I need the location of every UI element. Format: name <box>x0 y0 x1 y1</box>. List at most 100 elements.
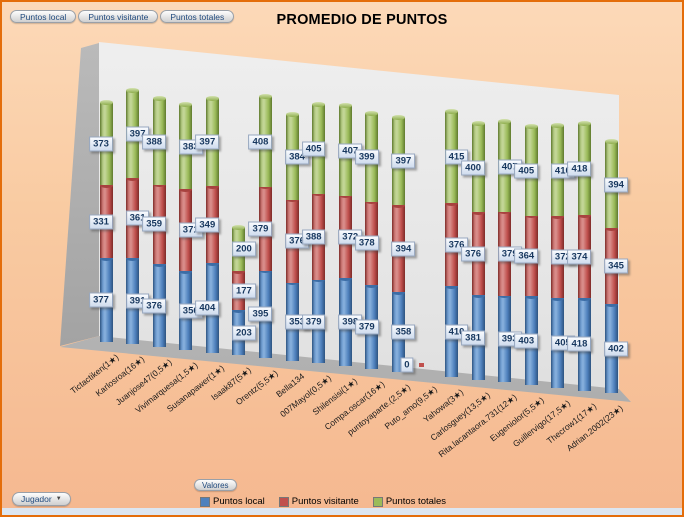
chart-title: PROMEDIO DE PUNTOS <box>276 12 448 28</box>
data-label: 388 <box>142 134 167 150</box>
cylinder-cap <box>232 224 246 230</box>
cylinder-cap <box>391 202 405 208</box>
cylinder-cap <box>471 292 485 298</box>
cylinder-cap <box>99 100 113 106</box>
axis-field-button-jugador[interactable]: Jugador ▼ <box>12 492 71 506</box>
legend-label: Puntos visitante <box>291 496 359 507</box>
cylinder-cap <box>471 121 485 127</box>
data-label: 418 <box>567 161 592 177</box>
data-label: 376 <box>461 246 486 262</box>
cylinder-cap <box>312 277 326 283</box>
data-label: 408 <box>248 134 273 150</box>
cylinder-cap <box>258 94 272 100</box>
cylinder-cap <box>99 255 113 261</box>
cylinder-cap <box>312 101 326 107</box>
cylinder-cap <box>126 175 140 181</box>
data-label: 200 <box>231 241 256 257</box>
data-label: 331 <box>89 214 113 230</box>
cylinder-cap <box>365 110 379 116</box>
cylinder-cap <box>232 307 246 313</box>
cylinder-cap <box>205 260 219 266</box>
data-label: 381 <box>461 330 486 346</box>
data-label: 345 <box>604 258 628 274</box>
data-label: 403 <box>514 333 539 349</box>
cylinder-cap <box>285 112 299 118</box>
cylinder-cap <box>338 193 352 199</box>
data-label: 177 <box>231 283 256 299</box>
cylinder-cap <box>365 199 379 205</box>
cylinder-cap <box>152 261 166 267</box>
data-label: 388 <box>301 229 326 245</box>
cylinder-cap <box>445 109 459 115</box>
cylinder-cap <box>205 95 219 101</box>
data-label: 404 <box>195 300 220 316</box>
cylinder-cap <box>498 293 512 299</box>
data-label: 379 <box>301 314 326 330</box>
axis-field-button-label: Jugador <box>21 494 52 504</box>
cylinder-cap <box>577 120 591 126</box>
filter-button-puntos-visitante[interactable]: Puntos visitante <box>78 10 159 23</box>
data-label: 359 <box>142 216 167 232</box>
cylinder-cap <box>577 212 591 218</box>
data-label: 374 <box>567 249 592 265</box>
cylinder-cap <box>498 119 512 125</box>
chart-legend: Puntos local Puntos visitante Puntos tot… <box>200 496 446 507</box>
legend-label: Puntos totales <box>385 496 447 507</box>
cylinder-cap <box>285 280 299 286</box>
data-label: 377 <box>89 292 113 308</box>
cylinder-cap <box>445 200 459 206</box>
cylinder-cap <box>445 283 459 289</box>
cylinder-cap <box>604 138 618 144</box>
cylinder-cap <box>205 183 219 189</box>
data-label: 399 <box>354 149 379 165</box>
data-label: 376 <box>142 298 167 314</box>
legend-item-puntos-local: Puntos local <box>200 496 265 507</box>
cylinder-cap <box>471 209 485 215</box>
cylinder-cap <box>551 213 565 219</box>
cylinder-cap <box>126 87 140 93</box>
legend-swatch-green <box>372 496 383 507</box>
cylinder-cap <box>126 255 140 261</box>
cylinder-cap <box>285 197 299 203</box>
cylinder-cap <box>258 268 272 274</box>
data-label: 379 <box>354 319 379 335</box>
filter-button-puntos-local[interactable]: Puntos local <box>10 10 77 23</box>
cylinder-cap <box>312 191 326 197</box>
cylinder-cap <box>391 289 405 295</box>
data-label: 358 <box>391 324 416 340</box>
cylinder-cap <box>604 301 618 307</box>
cylinder-cap <box>179 186 193 192</box>
data-label: 378 <box>354 235 379 251</box>
cylinder-cap <box>179 268 193 274</box>
zero-data-marker <box>418 363 424 368</box>
data-label: 373 <box>89 136 113 152</box>
cylinder-cap <box>338 275 352 281</box>
filter-button-puntos-totales[interactable]: Puntos totales <box>160 10 235 23</box>
values-field-button[interactable]: Valores <box>194 479 237 491</box>
cylinder-cap <box>232 268 246 274</box>
cylinder-cap <box>524 123 538 129</box>
cylinder-cap <box>99 182 113 188</box>
data-label: 405 <box>301 141 326 157</box>
legend-swatch-red <box>278 496 289 507</box>
data-label: 400 <box>461 160 486 176</box>
chevron-down-icon: ▼ <box>55 496 62 502</box>
data-label: 397 <box>195 134 220 150</box>
bottom-status-strip <box>2 508 682 515</box>
cylinder-cap <box>604 225 618 231</box>
data-label: 349 <box>195 217 220 233</box>
cylinder-cap <box>524 293 538 299</box>
data-label: 394 <box>604 177 628 193</box>
data-label: 379 <box>248 221 273 237</box>
legend-item-puntos-visitante: Puntos visitante <box>278 496 359 507</box>
data-label: 397 <box>391 153 416 169</box>
pivot-filter-toolbar: Puntos local Puntos visitante Puntos tot… <box>10 10 235 23</box>
cylinder-cap <box>498 209 512 215</box>
cylinder-cap <box>338 103 352 109</box>
legend-swatch-blue <box>200 496 210 507</box>
legend-label: Puntos local <box>213 496 265 507</box>
cylinder-cap <box>391 115 405 121</box>
data-label: 405 <box>514 163 539 179</box>
